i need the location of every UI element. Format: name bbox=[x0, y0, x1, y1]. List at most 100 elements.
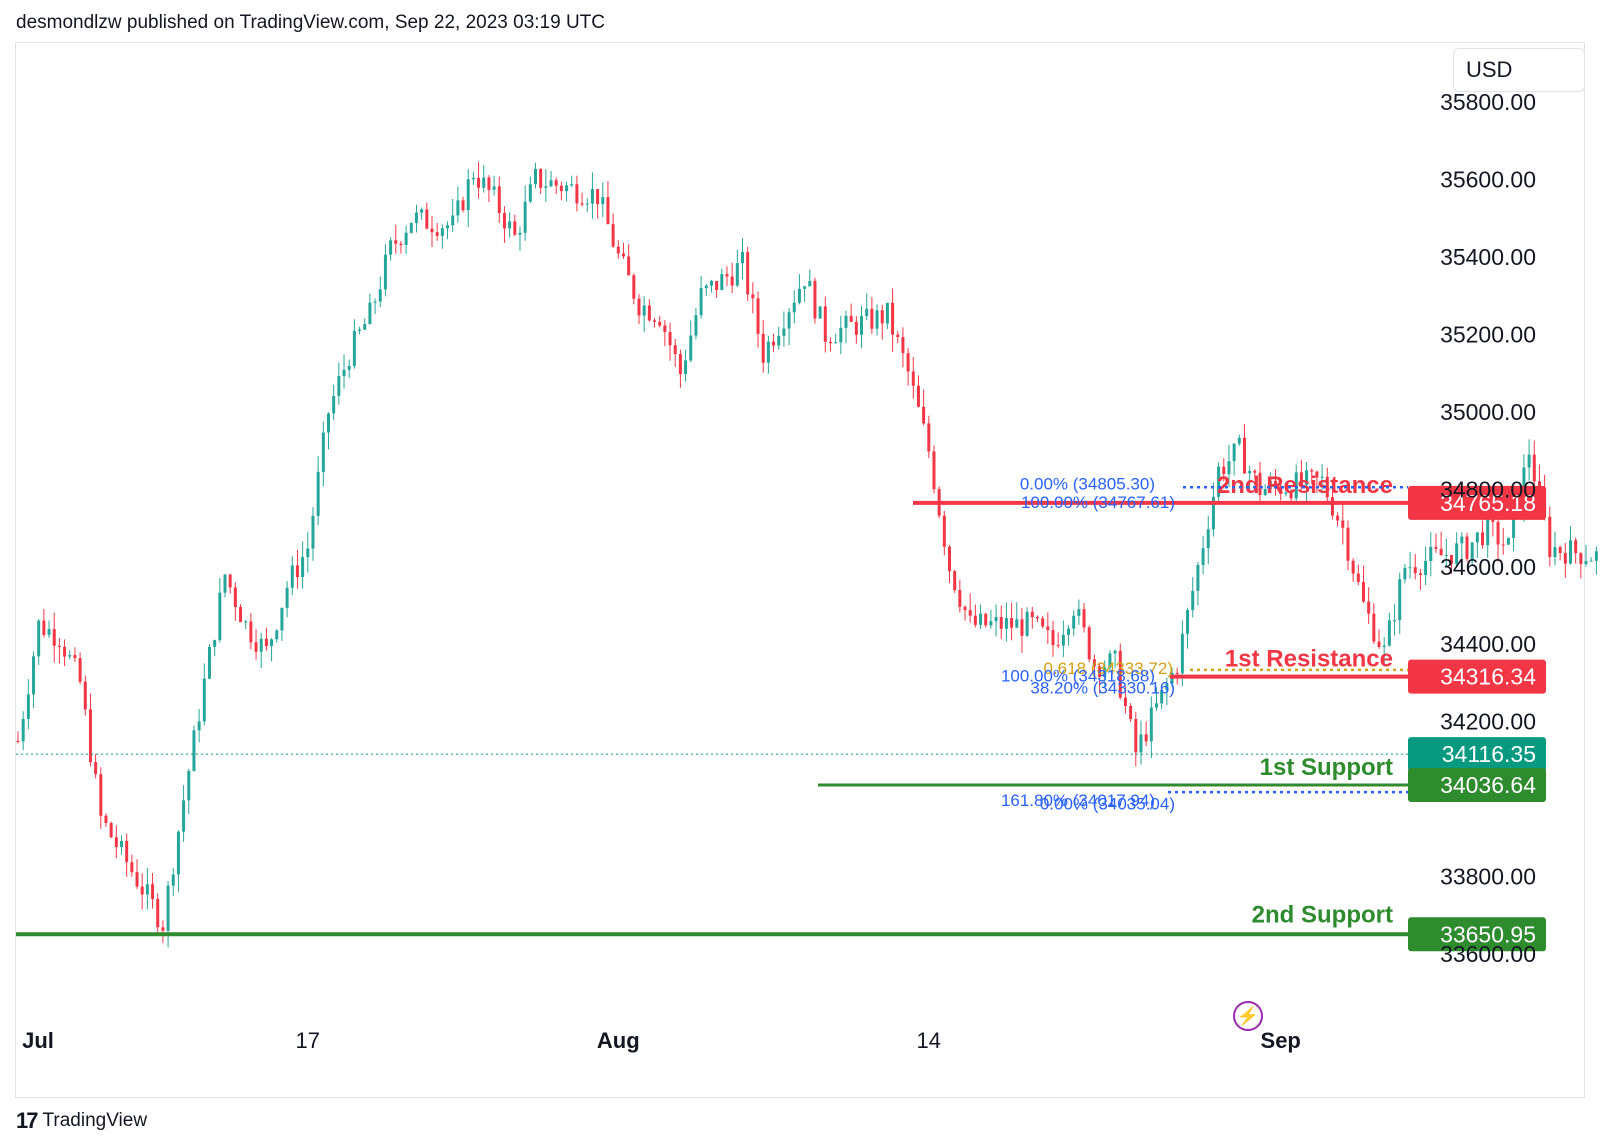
candle-body bbox=[1030, 611, 1034, 618]
candle-body bbox=[984, 613, 988, 626]
candle-body bbox=[1061, 634, 1065, 646]
candle-body bbox=[78, 658, 82, 682]
candle-body bbox=[1429, 546, 1433, 561]
candle-body bbox=[42, 620, 46, 635]
candle-body bbox=[1330, 497, 1334, 516]
candle-body bbox=[161, 927, 165, 931]
candle-body bbox=[1439, 548, 1443, 556]
candle-body bbox=[1232, 443, 1236, 462]
candle-body bbox=[1387, 620, 1391, 646]
candle-body bbox=[88, 709, 92, 763]
candle-body bbox=[1532, 454, 1536, 482]
currency-selector[interactable]: USD bbox=[1453, 48, 1585, 92]
candle-body bbox=[709, 280, 713, 286]
level-label: 1st Support bbox=[1260, 754, 1393, 781]
candle-body bbox=[1118, 650, 1122, 698]
candle-body bbox=[1082, 609, 1086, 628]
lightning-bolt-icon[interactable]: ⚡ bbox=[1233, 1001, 1263, 1031]
candle-body bbox=[616, 246, 620, 254]
candle-body bbox=[689, 335, 693, 361]
candle-body bbox=[1242, 437, 1246, 474]
candle-body bbox=[94, 762, 98, 775]
candle-body bbox=[192, 730, 196, 771]
candle-body bbox=[1346, 527, 1350, 561]
candle-body bbox=[1377, 641, 1381, 647]
candle-body bbox=[182, 800, 186, 832]
candle-body bbox=[233, 587, 237, 608]
price-tag-label: 33650.95 bbox=[1440, 921, 1536, 947]
candle-body bbox=[1227, 461, 1231, 475]
candle-body bbox=[979, 613, 983, 625]
candle-body bbox=[1310, 470, 1314, 472]
candle-body bbox=[414, 212, 418, 223]
candle-body bbox=[1356, 573, 1360, 582]
candle-body bbox=[922, 406, 926, 424]
candle-body bbox=[1548, 516, 1552, 558]
candle-body bbox=[37, 620, 41, 657]
candle-body bbox=[264, 638, 268, 647]
candle-body bbox=[1506, 537, 1510, 545]
tradingview-footer[interactable]: 17 TradingView bbox=[16, 1108, 147, 1134]
candle-body bbox=[844, 315, 848, 328]
price-tag bbox=[1408, 767, 1546, 802]
candle-body bbox=[435, 232, 439, 236]
candle-body bbox=[808, 280, 812, 287]
candle-body bbox=[953, 571, 957, 591]
candle-body bbox=[394, 240, 398, 244]
candle-body bbox=[21, 718, 25, 742]
candle-body bbox=[994, 617, 998, 622]
candle-body bbox=[1248, 470, 1252, 474]
candle-body bbox=[580, 203, 584, 205]
x-tick-label: Jul bbox=[22, 1028, 54, 1053]
candle-body bbox=[523, 201, 527, 233]
candle-body bbox=[1470, 542, 1474, 560]
candle-body bbox=[803, 286, 807, 289]
candle-body bbox=[228, 574, 232, 588]
candle-body bbox=[875, 310, 879, 329]
candle-body bbox=[104, 815, 108, 824]
candle-body bbox=[963, 606, 967, 611]
candle-body bbox=[368, 302, 372, 325]
y-tick-label: 35800.00 bbox=[1440, 89, 1536, 115]
candle-body bbox=[973, 615, 977, 625]
candle-body bbox=[120, 841, 123, 848]
candle-body bbox=[130, 862, 134, 873]
candle-body bbox=[704, 285, 708, 289]
candle-body bbox=[1393, 620, 1397, 622]
candle-body bbox=[1418, 573, 1422, 576]
candle-body bbox=[502, 213, 506, 229]
candle-body bbox=[1558, 547, 1562, 554]
candle-body bbox=[1403, 567, 1407, 580]
price-axis: 35800.00 35600.00 35400.00 35200.00 35000.00… bbox=[1440, 89, 1536, 967]
candle-body bbox=[151, 884, 155, 899]
price-tag bbox=[1408, 737, 1546, 772]
candle-body bbox=[1123, 697, 1127, 706]
candle-body bbox=[342, 369, 346, 377]
level-label: 2nd Support bbox=[1252, 901, 1393, 928]
candle-body bbox=[259, 638, 263, 652]
candle-body bbox=[818, 306, 822, 319]
candle-body bbox=[632, 275, 636, 299]
fib-label: 100.00% (34767.61) bbox=[1021, 493, 1175, 512]
candle-body bbox=[275, 630, 279, 640]
candle-body bbox=[1237, 437, 1241, 444]
x-tick-label: 17 bbox=[296, 1028, 320, 1053]
candle-body bbox=[68, 655, 72, 657]
candle-body bbox=[1305, 470, 1309, 485]
candle-body bbox=[1475, 532, 1479, 543]
candle-body bbox=[1134, 718, 1138, 753]
candle-body bbox=[570, 184, 574, 186]
candle-body bbox=[715, 280, 719, 290]
candle-body bbox=[797, 288, 801, 303]
candle-body bbox=[658, 321, 662, 326]
candle-body bbox=[1579, 553, 1583, 564]
candle-body bbox=[1253, 470, 1257, 473]
candle-body bbox=[559, 185, 563, 192]
candle-body bbox=[477, 177, 481, 188]
candle-body bbox=[1004, 618, 1008, 629]
candle-body bbox=[125, 841, 129, 863]
y-tick-label: 33800.00 bbox=[1440, 864, 1536, 890]
candle-body bbox=[399, 243, 403, 246]
candle-body bbox=[63, 646, 67, 657]
